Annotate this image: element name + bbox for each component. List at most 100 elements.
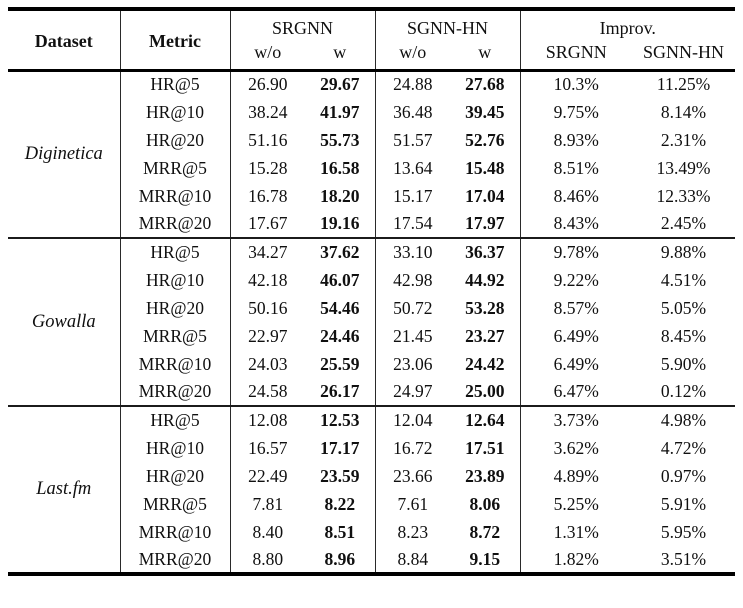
table-row: MRR@10 24.03 25.59 23.06 24.42 6.49% 5.9… bbox=[8, 350, 735, 378]
sgnn-hn-wo-cell: 21.45 bbox=[393, 325, 433, 346]
header-group-improv: Improv. bbox=[599, 18, 656, 38]
sgnn-hn-wo-cell: 24.97 bbox=[393, 381, 433, 401]
improv-srgnn-cell: 5.25% bbox=[553, 493, 599, 514]
improv-sgnn-hn-cell: 8.45% bbox=[660, 325, 707, 346]
improv-sgnn-hn-cell: 4.51% bbox=[660, 269, 707, 290]
srgnn-w-cell: 18.20 bbox=[305, 182, 376, 210]
table-row: MRR@20 24.58 26.17 24.97 25.00 6.47% 0.1… bbox=[8, 378, 735, 406]
improv-sgnn-hn-cell: 0.97% bbox=[660, 465, 707, 486]
improv-sgnn-hn-cell: 11.25% bbox=[656, 74, 711, 95]
metric-cell: HR@5 bbox=[120, 238, 231, 266]
sgnn-hn-wo-cell: 36.48 bbox=[393, 101, 433, 122]
improv-sgnn-hn-cell: 5.05% bbox=[660, 297, 707, 318]
sgnn-hn-w-cell: 15.48 bbox=[450, 154, 521, 182]
metric-cell: MRR@10 bbox=[120, 350, 231, 378]
table-row: MRR@20 17.67 19.16 17.54 17.97 8.43% 2.4… bbox=[8, 210, 735, 238]
sgnn-hn-wo-cell: 23.66 bbox=[393, 465, 433, 486]
sgnn-hn-wo-cell: 17.54 bbox=[393, 213, 433, 233]
sgnn-hn-wo-cell: 13.64 bbox=[393, 157, 433, 178]
sgnn-hn-wo-cell: 51.57 bbox=[393, 129, 433, 150]
table-row: Diginetica HR@5 26.90 29.67 24.88 27.68 … bbox=[8, 70, 735, 238]
metric-cell: HR@10 bbox=[120, 98, 231, 126]
srgnn-wo-cell: 24.03 bbox=[248, 353, 288, 374]
header-sgnn-hn-w: w bbox=[450, 42, 521, 70]
sgnn-hn-wo-cell: 33.10 bbox=[393, 242, 433, 262]
sgnn-hn-w-cell: 8.72 bbox=[450, 518, 521, 546]
metric-cell: HR@20 bbox=[120, 126, 231, 154]
metric-cell: HR@20 bbox=[120, 294, 231, 322]
sgnn-hn-w-cell: 24.42 bbox=[450, 350, 521, 378]
srgnn-wo-cell: 42.18 bbox=[248, 269, 288, 290]
improv-srgnn-cell: 9.22% bbox=[553, 269, 599, 290]
sgnn-hn-w-cell: 52.76 bbox=[450, 126, 521, 154]
table-row: MRR@10 16.78 18.20 15.17 17.04 8.46% 12.… bbox=[8, 182, 735, 210]
table-row: MRR@5 15.28 16.58 13.64 15.48 8.51% 13.4… bbox=[8, 154, 735, 182]
srgnn-wo-cell: 22.49 bbox=[248, 465, 288, 486]
improv-sgnn-hn-cell: 5.91% bbox=[660, 493, 707, 514]
sgnn-hn-w-cell: 53.28 bbox=[450, 294, 521, 322]
srgnn-w-cell: 24.46 bbox=[305, 322, 376, 350]
dataset-name: Diginetica bbox=[8, 70, 121, 238]
dataset-name: Last.fm bbox=[8, 406, 121, 574]
srgnn-w-cell: 12.53 bbox=[305, 406, 376, 434]
table-row: MRR@5 7.81 8.22 7.61 8.06 5.25% 5.91% bbox=[8, 490, 735, 518]
srgnn-wo-cell: 17.67 bbox=[248, 213, 288, 233]
metric-cell: MRR@5 bbox=[120, 322, 231, 350]
sgnn-hn-w-cell: 12.64 bbox=[450, 406, 521, 434]
sgnn-hn-wo-cell: 12.04 bbox=[393, 410, 433, 430]
sgnn-hn-w-cell: 17.97 bbox=[450, 210, 521, 238]
metric-cell: HR@20 bbox=[120, 462, 231, 490]
srgnn-w-cell: 17.17 bbox=[305, 434, 376, 462]
table-row: HR@10 42.18 46.07 42.98 44.92 9.22% 4.51… bbox=[8, 266, 735, 294]
table-row: Last.fm HR@5 12.08 12.53 12.04 12.64 3.7… bbox=[8, 406, 735, 574]
header-group-row: Dataset Metric SRGNN SGNN-HN Improv. bbox=[8, 9, 735, 70]
sgnn-hn-w-cell: 9.15 bbox=[450, 546, 521, 574]
sgnn-hn-wo-cell: 8.23 bbox=[397, 521, 429, 542]
table-row: HR@10 38.24 41.97 36.48 39.45 9.75% 8.14… bbox=[8, 98, 735, 126]
srgnn-wo-cell: 51.16 bbox=[248, 129, 288, 150]
sgnn-hn-wo-cell: 15.17 bbox=[393, 185, 433, 206]
improv-sgnn-hn-cell: 8.14% bbox=[660, 101, 707, 122]
srgnn-wo-cell: 15.28 bbox=[248, 157, 288, 178]
table-row: HR@10 16.57 17.17 16.72 17.51 3.62% 4.72… bbox=[8, 434, 735, 462]
srgnn-wo-cell: 24.58 bbox=[248, 381, 288, 401]
srgnn-wo-cell: 26.90 bbox=[248, 74, 288, 95]
table-row: HR@20 50.16 54.46 50.72 53.28 8.57% 5.05… bbox=[8, 294, 735, 322]
sgnn-hn-w-cell: 23.27 bbox=[450, 322, 521, 350]
table-row: MRR@5 22.97 24.46 21.45 23.27 6.49% 8.45… bbox=[8, 322, 735, 350]
metric-cell: MRR@10 bbox=[120, 518, 231, 546]
metric-cell: HR@5 bbox=[120, 406, 231, 434]
srgnn-w-cell: 26.17 bbox=[305, 378, 376, 406]
srgnn-wo-cell: 7.81 bbox=[252, 493, 284, 514]
results-table: Dataset Metric SRGNN SGNN-HN Improv. w/o… bbox=[8, 7, 736, 576]
srgnn-w-cell: 16.58 bbox=[305, 154, 376, 182]
header-srgnn-w: w bbox=[305, 42, 376, 70]
metric-cell: MRR@20 bbox=[120, 546, 231, 574]
improv-sgnn-hn-cell: 2.45% bbox=[660, 213, 707, 233]
srgnn-wo-cell: 22.97 bbox=[248, 325, 288, 346]
sgnn-hn-w-cell: 17.04 bbox=[450, 182, 521, 210]
header-group-srgnn: SRGNN bbox=[230, 9, 376, 42]
table-row: HR@20 51.16 55.73 51.57 52.76 8.93% 2.31… bbox=[8, 126, 735, 154]
header-group-sgnn-hn: SGNN-HN bbox=[375, 9, 521, 42]
improv-sgnn-hn-cell: 3.51% bbox=[660, 548, 707, 569]
improv-sgnn-hn-cell: 5.95% bbox=[660, 521, 707, 542]
srgnn-w-cell: 54.46 bbox=[305, 294, 376, 322]
sgnn-hn-wo-cell: 42.98 bbox=[393, 269, 433, 290]
improv-srgnn-cell: 8.51% bbox=[553, 157, 599, 178]
improv-srgnn-cell: 1.82% bbox=[553, 548, 599, 569]
improv-sgnn-hn-cell: 4.72% bbox=[660, 437, 707, 458]
metric-cell: HR@5 bbox=[120, 70, 231, 98]
sgnn-hn-wo-cell: 50.72 bbox=[393, 297, 433, 318]
table-row: MRR@20 8.80 8.96 8.84 9.15 1.82% 3.51% bbox=[8, 546, 735, 574]
srgnn-wo-cell: 34.27 bbox=[248, 242, 288, 262]
improv-srgnn-cell: 8.93% bbox=[553, 129, 599, 150]
improv-srgnn-cell: 10.3% bbox=[553, 74, 599, 95]
improv-sgnn-hn-cell: 4.98% bbox=[660, 410, 707, 430]
srgnn-w-cell: 23.59 bbox=[305, 462, 376, 490]
improv-srgnn-cell: 8.57% bbox=[553, 297, 599, 318]
table-header: Dataset Metric SRGNN SGNN-HN Improv. w/o… bbox=[8, 9, 736, 70]
srgnn-w-cell: 8.96 bbox=[305, 546, 376, 574]
table-row: MRR@10 8.40 8.51 8.23 8.72 1.31% 5.95% bbox=[8, 518, 735, 546]
metric-cell: HR@10 bbox=[120, 266, 231, 294]
